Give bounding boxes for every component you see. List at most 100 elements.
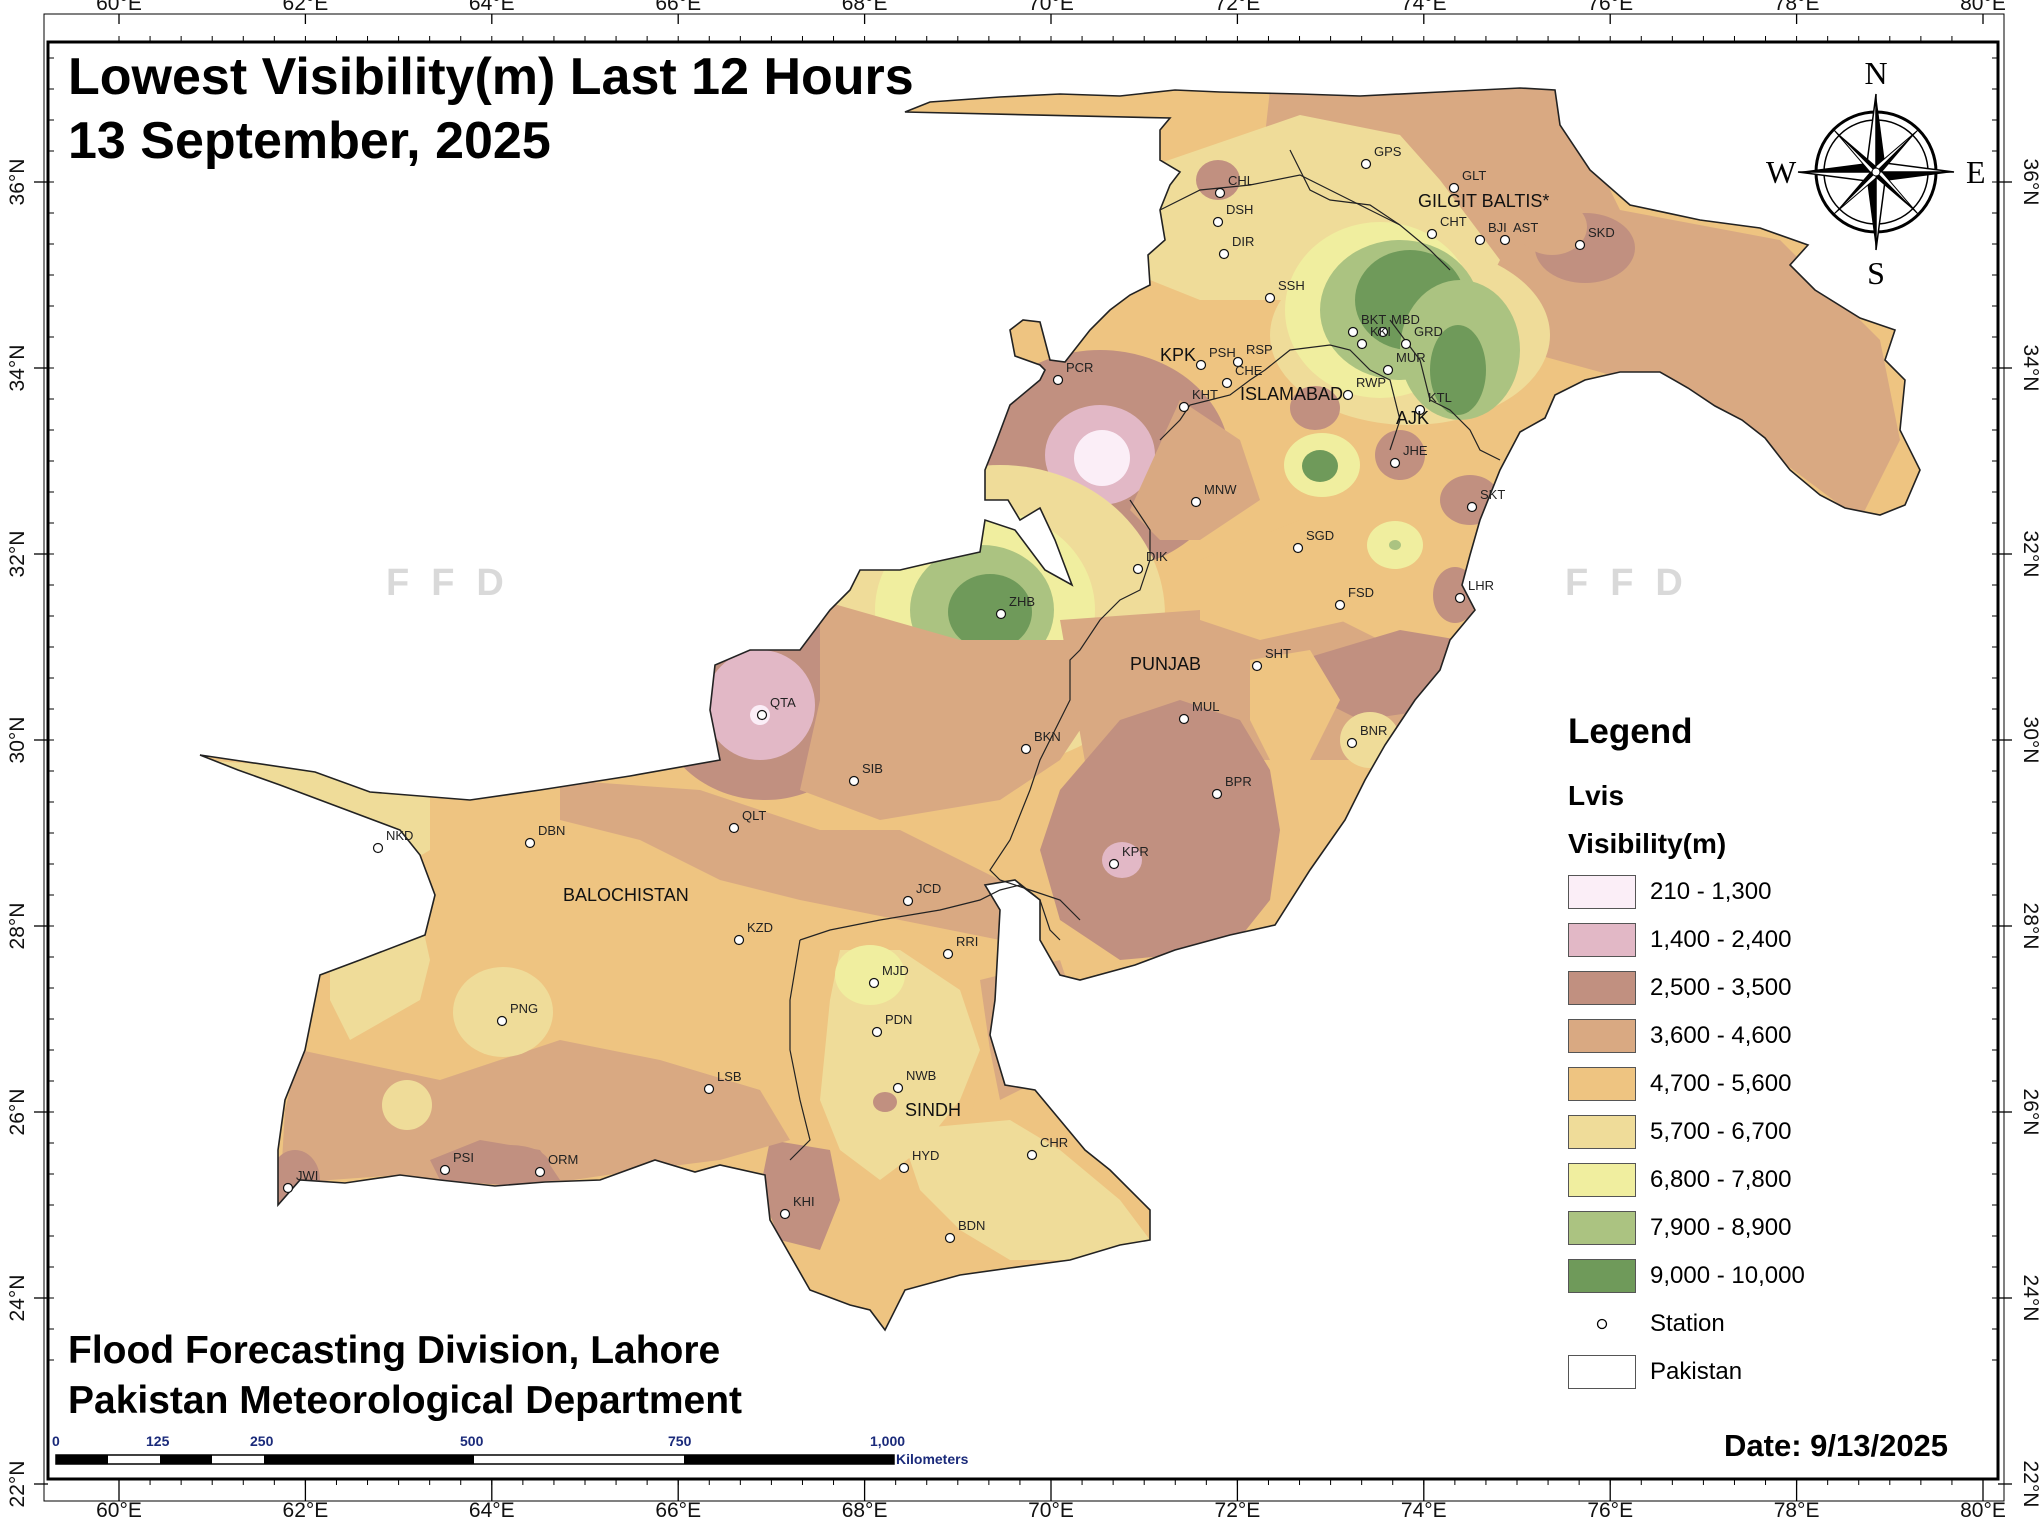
lon-tick-label-bottom: 76°E bbox=[1587, 1499, 1633, 1521]
station-marker-icon bbox=[282, 1182, 294, 1194]
lon-tick-label-top: 76°E bbox=[1587, 0, 1633, 15]
lon-tick-label-bottom: 60°E bbox=[96, 1499, 142, 1521]
station-marker-icon bbox=[1020, 743, 1032, 755]
scale-bar: 0 125 250 500 750 1,000 Kilometers bbox=[52, 1433, 969, 1467]
station-marker-icon bbox=[534, 1166, 546, 1178]
station-gps: GPS bbox=[1360, 144, 1402, 170]
station-ssh: SSH bbox=[1264, 278, 1305, 304]
station-bji: BJI bbox=[1474, 220, 1507, 246]
province-labels: GILGIT BALTIS* KPK ISLAMABAD AJK PUNJAB BALOC… bbox=[563, 191, 1549, 1120]
station-marker-icon bbox=[1414, 404, 1426, 416]
station-dir: DIR bbox=[1218, 234, 1254, 260]
station-nwb: NWB bbox=[892, 1068, 936, 1094]
station-bkn: BKN bbox=[1020, 729, 1061, 755]
province-label: GILGIT BALTIS* bbox=[1418, 191, 1549, 211]
scale-label-0: 0 bbox=[52, 1433, 60, 1449]
station-zhb: ZHB bbox=[995, 594, 1035, 620]
station-marker-icon bbox=[1389, 457, 1401, 469]
province-label: AJK bbox=[1396, 408, 1429, 428]
station-label: RSP bbox=[1246, 342, 1273, 357]
legend-swatch bbox=[1568, 1115, 1636, 1149]
legend-class-label: 6,800 - 7,800 bbox=[1650, 1166, 1792, 1193]
lon-tick-label-bottom: 66°E bbox=[655, 1499, 701, 1521]
station-symbol-icon bbox=[1568, 1307, 1636, 1341]
station-label: DSH bbox=[1226, 202, 1253, 217]
lon-tick-label-bottom: 68°E bbox=[842, 1499, 888, 1521]
station-label: PSH bbox=[1209, 345, 1236, 360]
station-marker-icon bbox=[1108, 858, 1120, 870]
station-orm: ORM bbox=[534, 1152, 578, 1178]
station-khi: KHI bbox=[779, 1194, 815, 1220]
station-label: JWI bbox=[296, 1168, 318, 1183]
station-label: SIB bbox=[862, 761, 883, 776]
lat-tick-label-left: 30°N bbox=[6, 717, 29, 764]
station-label: KTL bbox=[1428, 390, 1452, 405]
station-hyd: HYD bbox=[898, 1148, 939, 1174]
station-label: NKD bbox=[386, 828, 413, 843]
station-marker-icon bbox=[1218, 248, 1230, 260]
station-kpr: KPR bbox=[1108, 844, 1149, 870]
credit-line1: Flood Forecasting Division, Lahore bbox=[68, 1329, 721, 1372]
station-marker-icon bbox=[892, 1082, 904, 1094]
station-label: JHE bbox=[1403, 443, 1428, 458]
legend-class-row: 210 - 1,300 bbox=[1568, 868, 1988, 916]
lon-tick-label-top: 64°E bbox=[469, 0, 515, 15]
lat-tick-label-right: 34°N bbox=[2019, 345, 2040, 392]
station-bnr: BNR bbox=[1346, 723, 1387, 749]
station-kht: KHT bbox=[1178, 387, 1218, 413]
station-label: CHT bbox=[1440, 214, 1467, 229]
station-chr: CHR bbox=[1026, 1135, 1068, 1161]
province-label: PUNJAB bbox=[1130, 654, 1201, 674]
station-rsp: RSP bbox=[1232, 342, 1273, 368]
station-marker-icon bbox=[942, 948, 954, 960]
station-label: RRI bbox=[956, 934, 978, 949]
province-label: ISLAMABAD bbox=[1240, 384, 1343, 404]
station-marker-icon bbox=[1334, 599, 1346, 611]
legend-class-row: 9,000 - 10,000 bbox=[1568, 1252, 1988, 1300]
station-label: AST bbox=[1513, 220, 1538, 235]
station-marker-icon bbox=[1195, 359, 1207, 371]
station-che: CHE bbox=[1221, 363, 1263, 389]
station-marker-icon bbox=[898, 1162, 910, 1174]
station-jwi: JWI bbox=[282, 1168, 318, 1194]
legend-boundary-row: Pakistan bbox=[1568, 1348, 1988, 1396]
boundary-swatch bbox=[1568, 1355, 1636, 1389]
scale-label-500: 500 bbox=[460, 1433, 484, 1449]
station-marker-icon bbox=[944, 1232, 956, 1244]
station-label: NWB bbox=[906, 1068, 936, 1083]
legend-class-row: 5,700 - 6,700 bbox=[1568, 1108, 1988, 1156]
station-label: BDN bbox=[958, 1218, 985, 1233]
legend-swatch bbox=[1568, 1163, 1636, 1197]
station-rwp: RWP bbox=[1342, 375, 1386, 401]
legend-class-label: 4,700 - 5,600 bbox=[1650, 1070, 1792, 1097]
station-qta: QTA bbox=[756, 695, 796, 721]
station-label: HYD bbox=[912, 1148, 939, 1163]
province-label: SINDH bbox=[905, 1100, 961, 1120]
station-marker-icon bbox=[1178, 401, 1190, 413]
lon-tick-label-bottom: 74°E bbox=[1401, 1499, 1447, 1521]
legend-classes: 210 - 1,300 1,400 - 2,400 2,500 - 3,500 3,6… bbox=[1568, 868, 1988, 1300]
station-ktl: KTL bbox=[1414, 390, 1452, 416]
station-label: GPS bbox=[1374, 144, 1402, 159]
station-label: ORM bbox=[548, 1152, 578, 1167]
station-label: GLT bbox=[1462, 168, 1486, 183]
compass-w: W bbox=[1766, 154, 1797, 190]
station-label: CHR bbox=[1040, 1135, 1068, 1150]
station-marker-icon bbox=[871, 1026, 883, 1038]
station-marker-icon bbox=[868, 977, 880, 989]
scale-unit: Kilometers bbox=[896, 1451, 969, 1467]
station-marker-icon bbox=[1211, 788, 1223, 800]
station-marker-icon bbox=[728, 822, 740, 834]
scale-label-125: 125 bbox=[146, 1433, 170, 1449]
compass-s: S bbox=[1867, 255, 1885, 291]
lon-tick-label-top: 78°E bbox=[1774, 0, 1820, 15]
station-kzd: KZD bbox=[733, 920, 773, 946]
station-label: DIK bbox=[1146, 549, 1168, 564]
station-marker-icon bbox=[1132, 563, 1144, 575]
station-bdn: BDN bbox=[944, 1218, 985, 1244]
station-marker-icon bbox=[1292, 542, 1304, 554]
station-cht: CHT bbox=[1426, 214, 1467, 240]
lon-tick-label-top: 68°E bbox=[842, 0, 888, 15]
lon-tick-label-bottom: 70°E bbox=[1028, 1499, 1074, 1521]
station-marker-icon bbox=[1499, 234, 1511, 246]
